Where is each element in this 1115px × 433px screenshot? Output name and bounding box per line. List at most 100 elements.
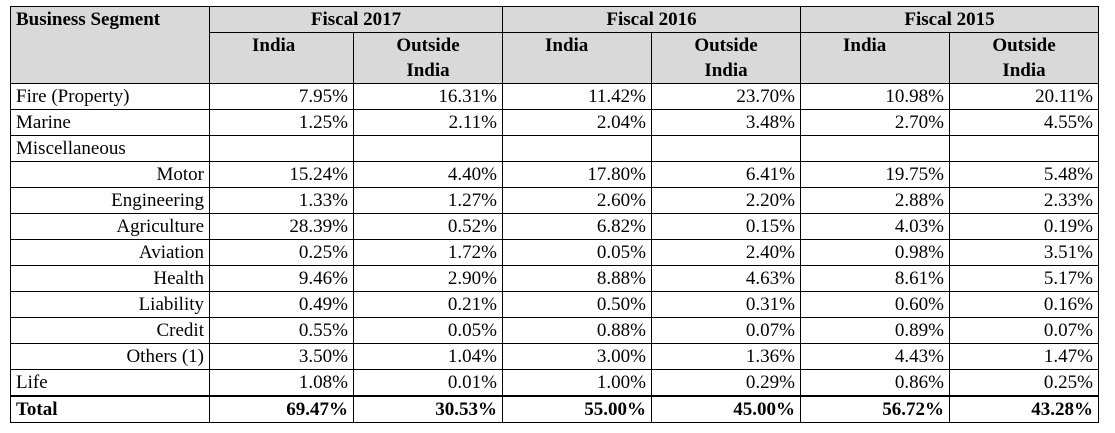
value-cell: 1.00% xyxy=(502,369,652,397)
value-cell: 2.33% xyxy=(949,187,1099,214)
total-value-cell: 69.47% xyxy=(209,395,354,423)
segment-label: Fire (Property) xyxy=(10,83,210,110)
value-cell: 9.46% xyxy=(209,265,354,292)
business-segment-header: Business Segment xyxy=(10,6,210,84)
value-cell: 3.00% xyxy=(502,343,652,370)
value-cell: 28.39% xyxy=(209,213,354,240)
value-cell: 4.55% xyxy=(949,109,1099,136)
value-cell: 0.21% xyxy=(353,291,503,318)
table-row: Liability 0.49% 0.21% 0.50% 0.31% 0.60% 0.16% xyxy=(10,291,1099,318)
value-cell: 1.27% xyxy=(353,187,503,214)
value-cell: 4.03% xyxy=(800,213,950,240)
value-cell: 15.24% xyxy=(209,161,354,188)
value-cell: 17.80% xyxy=(502,161,652,188)
value-cell xyxy=(651,135,801,162)
value-cell: 0.88% xyxy=(502,317,652,344)
value-cell: 5.17% xyxy=(949,265,1099,292)
segment-table-container: Business Segment Fiscal 2017 Fiscal 2016… xyxy=(10,6,1099,423)
outside-india-header-2016: Outside India xyxy=(651,32,801,84)
total-value-cell: 43.28% xyxy=(949,395,1099,423)
total-value-cell: 45.00% xyxy=(651,395,801,423)
value-cell: 8.88% xyxy=(502,265,652,292)
value-cell: 10.98% xyxy=(800,83,950,110)
value-cell: 0.98% xyxy=(800,239,950,266)
table-row: Aviation 0.25% 1.72% 0.05% 2.40% 0.98% 3.51% xyxy=(10,239,1099,266)
value-cell: 0.49% xyxy=(209,291,354,318)
value-cell: 20.11% xyxy=(949,83,1099,110)
value-cell: 1.36% xyxy=(651,343,801,370)
value-cell: 0.05% xyxy=(353,317,503,344)
outside-india-header-2017: Outside India xyxy=(353,32,503,84)
segment-label: Others (1) xyxy=(10,343,210,370)
value-cell: 0.86% xyxy=(800,369,950,397)
value-cell: 0.01% xyxy=(353,369,503,397)
value-cell: 0.52% xyxy=(353,213,503,240)
table-row: Engineering 1.33% 1.27% 2.60% 2.20% 2.88% 2.33… xyxy=(10,187,1099,214)
outside-india-header-2015: Outside India xyxy=(949,32,1099,84)
value-cell: 2.88% xyxy=(800,187,950,214)
value-cell: 7.95% xyxy=(209,83,354,110)
value-cell: 11.42% xyxy=(502,83,652,110)
value-cell: 4.40% xyxy=(353,161,503,188)
value-cell: 0.07% xyxy=(949,317,1099,344)
value-cell: 0.25% xyxy=(949,369,1099,397)
value-cell: 1.08% xyxy=(209,369,354,397)
business-segment-table: Business Segment Fiscal 2017 Fiscal 2016… xyxy=(10,6,1099,423)
header-row-years: Business Segment Fiscal 2017 Fiscal 2016… xyxy=(10,6,1099,84)
value-cell: 0.25% xyxy=(209,239,354,266)
value-cell: 0.55% xyxy=(209,317,354,344)
segment-label: Health xyxy=(10,265,210,292)
table-row: Life 1.08% 0.01% 1.00% 0.29% 0.86% 0.25% xyxy=(10,369,1099,397)
table-row: Motor 15.24% 4.40% 17.80% 6.41% 19.75% 5.48% xyxy=(10,161,1099,188)
value-cell: 0.29% xyxy=(651,369,801,397)
value-cell: 3.48% xyxy=(651,109,801,136)
value-cell: 0.15% xyxy=(651,213,801,240)
table-row: Miscellaneous xyxy=(10,135,1099,162)
table-body: Fire (Property) 7.95% 16.31% 11.42% 23.70% 10… xyxy=(10,83,1099,423)
value-cell: 2.70% xyxy=(800,109,950,136)
table-row: Others (1) 3.50% 1.04% 3.00% 1.36% 4.43% 1.47% xyxy=(10,343,1099,370)
value-cell: 1.04% xyxy=(353,343,503,370)
value-cell: 2.11% xyxy=(353,109,503,136)
segment-label: Liability xyxy=(10,291,210,318)
value-cell: 2.90% xyxy=(353,265,503,292)
value-cell: 2.60% xyxy=(502,187,652,214)
segment-label: Marine xyxy=(10,109,210,136)
total-value-cell: 30.53% xyxy=(353,395,503,423)
segment-label: Miscellaneous xyxy=(10,135,210,162)
segment-label: Motor xyxy=(10,161,210,188)
value-cell: 6.41% xyxy=(651,161,801,188)
value-cell: 2.20% xyxy=(651,187,801,214)
total-value-cell: 56.72% xyxy=(800,395,950,423)
value-cell: 19.75% xyxy=(800,161,950,188)
india-header-2015: India xyxy=(800,32,950,84)
india-header-2017: India xyxy=(209,32,354,84)
value-cell: 0.16% xyxy=(949,291,1099,318)
total-label: Total xyxy=(10,395,210,423)
value-cell: 2.04% xyxy=(502,109,652,136)
value-cell: 0.07% xyxy=(651,317,801,344)
table-row: Agriculture 28.39% 0.52% 6.82% 0.15% 4.03% 0.1… xyxy=(10,213,1099,240)
table-row: Marine 1.25% 2.11% 2.04% 3.48% 2.70% 4.55% xyxy=(10,109,1099,136)
table-row: Fire (Property) 7.95% 16.31% 11.42% 23.70% 10… xyxy=(10,83,1099,110)
value-cell: 5.48% xyxy=(949,161,1099,188)
value-cell: 4.63% xyxy=(651,265,801,292)
value-cell: 0.19% xyxy=(949,213,1099,240)
value-cell: 0.89% xyxy=(800,317,950,344)
fiscal-2017-header: Fiscal 2017 xyxy=(209,6,503,33)
value-cell: 2.40% xyxy=(651,239,801,266)
value-cell: 1.47% xyxy=(949,343,1099,370)
value-cell: 1.33% xyxy=(209,187,354,214)
value-cell: 23.70% xyxy=(651,83,801,110)
value-cell: 3.51% xyxy=(949,239,1099,266)
value-cell xyxy=(502,135,652,162)
value-cell: 8.61% xyxy=(800,265,950,292)
value-cell: 4.43% xyxy=(800,343,950,370)
segment-label: Agriculture xyxy=(10,213,210,240)
value-cell: 0.31% xyxy=(651,291,801,318)
india-header-2016: India xyxy=(502,32,652,84)
value-cell: 16.31% xyxy=(353,83,503,110)
value-cell xyxy=(800,135,950,162)
value-cell: 1.25% xyxy=(209,109,354,136)
table-row: Credit 0.55% 0.05% 0.88% 0.07% 0.89% 0.07% xyxy=(10,317,1099,344)
